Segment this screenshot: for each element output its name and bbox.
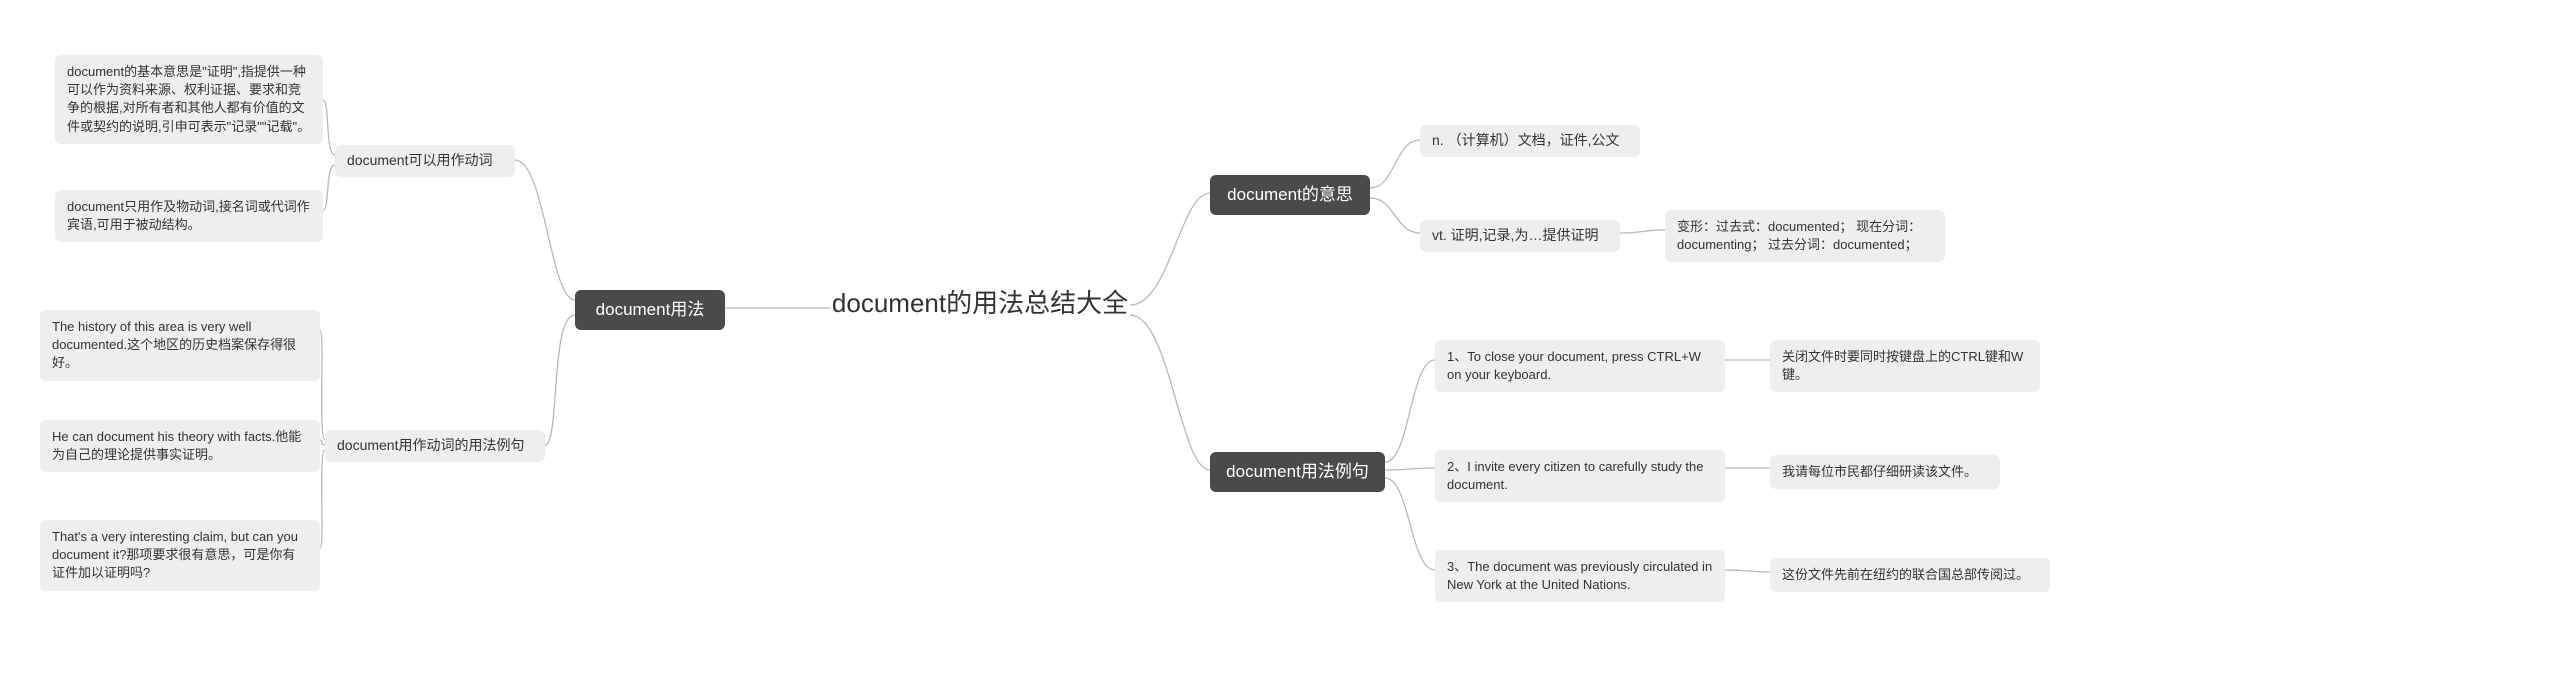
leaf-as-verb-1-text: document只用作及物动词,接名词或代词作宾语,可用于被动结构。 [67,198,311,234]
leaf-verb-ex-1-text: He can document his theory with facts.他能… [52,428,308,464]
leaf-verb-ex-1: He can document his theory with facts.他能… [40,420,320,472]
leaf-as-verb-0-text: document的基本意思是"证明",指提供一种可以作为资料来源、权利证据、要求… [67,63,311,136]
sub-noun: n. （计算机）文档，证件,公文 [1420,125,1640,157]
leaf-verb-ex-2: That's a very interesting claim, but can… [40,520,320,591]
leaf-verb-detail: 变形：过去式：documented； 现在分词：documenting； 过去分… [1665,210,1945,262]
leaf-ex-2-en-text: 3、The document was previously circulated… [1447,558,1713,594]
sub-as-verb: document可以用作动词 [335,145,515,177]
branch-examples: document用法例句 [1210,452,1385,492]
leaf-ex-1-en-text: 2、I invite every citizen to carefully st… [1447,458,1713,494]
root-text: document的用法总结大全 [832,285,1128,321]
sub-as-verb-label: document可以用作动词 [347,151,492,171]
leaf-verb-ex-0: The history of this area is very well do… [40,310,320,381]
leaf-as-verb-1: document只用作及物动词,接名词或代词作宾语,可用于被动结构。 [55,190,323,242]
leaf-verb-ex-2-text: That's a very interesting claim, but can… [52,528,308,583]
sub-verb-examples-label: document用作动词的用法例句 [337,436,524,456]
sub-verb: vt. 证明,记录,为…提供证明 [1420,220,1620,252]
leaf-verb-detail-text: 变形：过去式：documented； 现在分词：documenting； 过去分… [1677,218,1933,254]
root-node: document的用法总结大全 [830,285,1130,321]
leaf-ex-2-en: 3、The document was previously circulated… [1435,550,1725,602]
leaf-as-verb-0: document的基本意思是"证明",指提供一种可以作为资料来源、权利证据、要求… [55,55,323,144]
branch-meaning-label: document的意思 [1227,183,1353,207]
branch-meaning: document的意思 [1210,175,1370,215]
leaf-ex-1-en: 2、I invite every citizen to carefully st… [1435,450,1725,502]
leaf-ex-0-en: 1、To close your document, press CTRL+W o… [1435,340,1725,392]
leaf-ex-1-zh: 我请每位市民都仔细研读该文件。 [1770,455,2000,489]
leaf-ex-1-zh-text: 我请每位市民都仔细研读该文件。 [1782,463,1977,481]
leaf-ex-0-zh: 关闭文件时要同时按键盘上的CTRL键和W键。 [1770,340,2040,392]
sub-verb-text: vt. 证明,记录,为…提供证明 [1432,226,1598,246]
leaf-ex-0-zh-text: 关闭文件时要同时按键盘上的CTRL键和W键。 [1782,348,2028,384]
sub-verb-examples: document用作动词的用法例句 [325,430,545,462]
connectors-svg [0,0,2560,700]
branch-examples-label: document用法例句 [1226,460,1369,484]
branch-usage: document用法 [575,290,725,330]
leaf-ex-2-zh-text: 这份文件先前在纽约的联合国总部传阅过。 [1782,566,2029,584]
sub-noun-text: n. （计算机）文档，证件,公文 [1432,131,1619,151]
branch-usage-label: document用法 [596,298,705,322]
leaf-ex-2-zh: 这份文件先前在纽约的联合国总部传阅过。 [1770,558,2050,592]
leaf-verb-ex-0-text: The history of this area is very well do… [52,318,308,373]
leaf-ex-0-en-text: 1、To close your document, press CTRL+W o… [1447,348,1713,384]
